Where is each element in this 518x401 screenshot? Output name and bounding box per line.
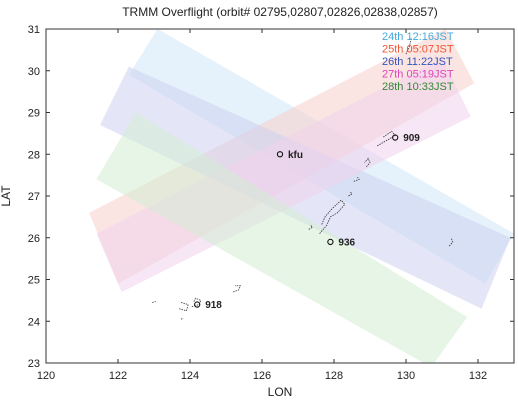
island-miyako bbox=[233, 285, 242, 293]
station-label: 918 bbox=[205, 300, 222, 311]
island-tokunoshima bbox=[364, 157, 371, 168]
station-layer: kfu 909 936 918 bbox=[194, 133, 420, 311]
island-iriomote bbox=[179, 302, 189, 312]
y-tick-label: 24 bbox=[28, 316, 40, 328]
station-label: kfu bbox=[288, 150, 303, 161]
y-tick-label: 28 bbox=[28, 149, 40, 161]
y-tick-label: 30 bbox=[28, 66, 40, 78]
x-tick-label: 122 bbox=[109, 370, 127, 382]
y-axis: 23 24 25 26 27 28 29 30 31 bbox=[28, 24, 514, 370]
y-tick-label: 31 bbox=[28, 24, 40, 36]
island-hateruma bbox=[180, 317, 184, 320]
island-okinoerabu bbox=[353, 176, 360, 182]
legend-entry: 25th 05:07JST bbox=[382, 44, 454, 56]
swath-5 bbox=[96, 112, 468, 363]
island-kerama bbox=[308, 224, 314, 230]
station-label: 936 bbox=[338, 237, 355, 248]
y-tick-label: 23 bbox=[28, 358, 40, 370]
map-title: TRMM Overflight (orbit# 02795,02807,0282… bbox=[122, 5, 438, 19]
x-tick-label: 130 bbox=[397, 370, 415, 382]
legend-entry: 26th 11:22JST bbox=[382, 56, 453, 68]
y-axis-label: LAT bbox=[0, 185, 13, 207]
x-tick-label: 128 bbox=[325, 370, 343, 382]
station-marker bbox=[392, 134, 399, 141]
y-tick-label: 27 bbox=[28, 191, 40, 203]
legend-entry: 24th 12:16JST bbox=[382, 31, 454, 43]
y-tick-label: 25 bbox=[28, 275, 40, 287]
x-tick-label: 124 bbox=[181, 370, 199, 382]
x-axis: 120 122 124 126 128 130 132 bbox=[37, 29, 487, 382]
x-tick-label: 132 bbox=[469, 370, 487, 382]
y-tick-label: 26 bbox=[28, 233, 40, 245]
legend-entry: 28th 10:33JST bbox=[382, 81, 454, 93]
station-marker bbox=[194, 301, 201, 308]
station-label: 909 bbox=[403, 133, 420, 144]
y-tick-label: 29 bbox=[28, 108, 40, 120]
island-yonaguni bbox=[152, 301, 156, 303]
swath-4 bbox=[96, 58, 471, 293]
legend-entry: 27th 05:19JST bbox=[382, 69, 454, 81]
island-daito bbox=[448, 237, 454, 247]
x-axis-label: LON bbox=[268, 385, 293, 399]
island-yoron bbox=[348, 191, 353, 197]
island-tanegashima bbox=[405, 37, 412, 55]
x-tick-label: 120 bbox=[37, 370, 55, 382]
station-marker bbox=[276, 151, 284, 158]
station-marker bbox=[327, 238, 334, 246]
x-tick-label: 126 bbox=[253, 370, 271, 382]
